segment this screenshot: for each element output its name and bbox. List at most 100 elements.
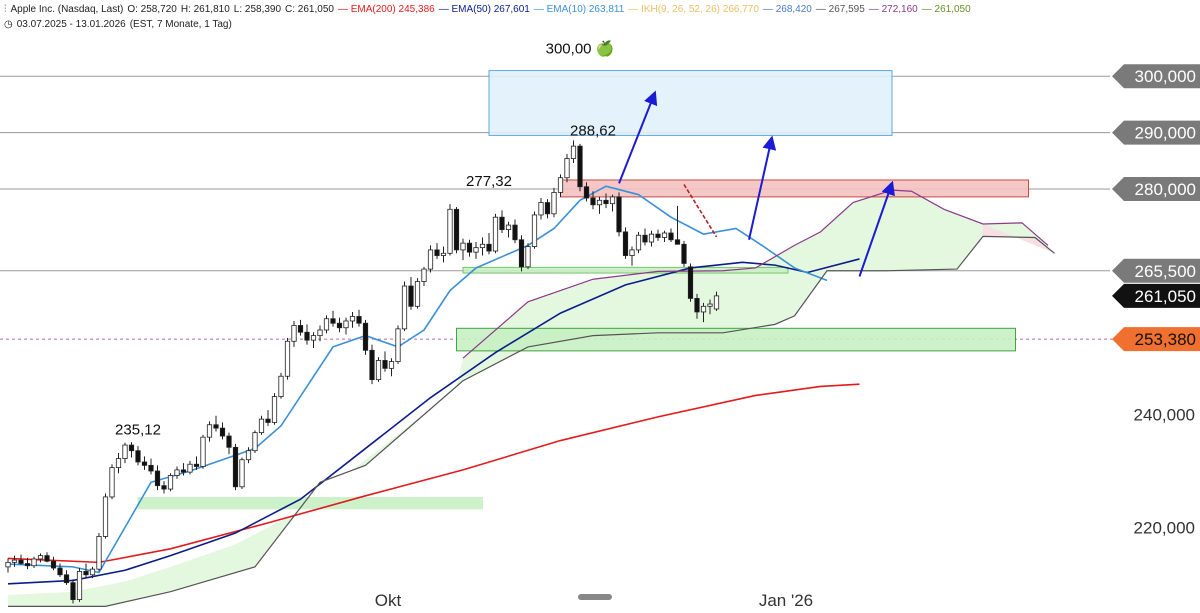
y-axis-tick-label: 220,000 (1134, 518, 1195, 537)
zone-resistance (560, 179, 1029, 198)
candle-down (135, 450, 141, 463)
ohlc-high: H: 261,810 (180, 4, 230, 15)
candle-up (252, 432, 258, 452)
candle-down (213, 424, 219, 429)
candle-up (96, 536, 102, 570)
header-line-2: ◷ 03.07.2025 - 13.01.2026 (EST, 7 Monate, … (4, 19, 236, 30)
candle-up (375, 360, 382, 381)
candle-up (31, 558, 37, 567)
candle-up (187, 463, 193, 473)
candle-down (24, 563, 31, 567)
candle-up (11, 559, 18, 563)
candle-up (460, 242, 466, 251)
candle-up (492, 216, 499, 252)
candle-down (193, 463, 200, 467)
y-axis-tag-label: 280,000 (1135, 180, 1196, 199)
candle-up (109, 467, 115, 498)
candle-down (70, 582, 76, 600)
candle-down (154, 470, 161, 487)
price-annotation: 288,62 (570, 122, 616, 139)
candle-up (37, 555, 44, 560)
date-range: 03.07.2025 - 13.01.2026 (16, 19, 126, 30)
candle-up (505, 224, 512, 231)
candle-down (356, 316, 362, 324)
series-line-ema-200- (7, 383, 860, 564)
candle-up (414, 281, 421, 307)
candle-up (427, 249, 434, 270)
candle-down (362, 322, 369, 351)
candle-up (525, 246, 531, 268)
series-line-kumo-lower (8, 235, 1055, 607)
candle-down (687, 266, 694, 299)
candle-up (538, 202, 544, 216)
candle-up (395, 328, 401, 362)
candle-up (5, 561, 11, 568)
candle-down (655, 233, 661, 238)
candle-down (161, 485, 167, 490)
instrument-name: Apple Inc. (Nasdaq, Last) (10, 4, 124, 15)
y-axis-price-tag (1112, 177, 1200, 201)
candle-up (323, 318, 330, 331)
candle-up (206, 424, 213, 438)
candle-up (551, 191, 557, 215)
candle-down (486, 243, 492, 252)
candle-up (278, 375, 284, 397)
price-annotation: 277,32 (466, 173, 512, 190)
candle-up (707, 303, 713, 307)
candle-up (531, 214, 538, 247)
x-axis-tick-label: Jan '26 (759, 591, 813, 610)
indicator-item: — 268,420 (762, 4, 812, 15)
candle-down (44, 555, 50, 562)
trend-arrow (748, 135, 777, 240)
candle-down (180, 469, 187, 473)
candle-up (648, 233, 655, 243)
candle-down (512, 224, 518, 241)
candle-up (76, 570, 83, 600)
x-axis-tick-label: Okt (375, 591, 402, 610)
candle-down (50, 560, 57, 569)
candle-up (570, 145, 577, 159)
y-axis-tag-label: 261,050 (1135, 287, 1196, 306)
candle-down (141, 461, 148, 466)
candle-up (564, 158, 570, 179)
zone-old-support (137, 497, 483, 510)
price-annotation: 235,12 (115, 421, 161, 438)
trend-arrow (618, 90, 658, 184)
candle-up (473, 247, 479, 253)
ohlc-close: C: 261,050 (285, 4, 334, 15)
candle-down (603, 199, 609, 205)
kumo-cloud-bearish-fill (983, 223, 1055, 254)
candle-down (219, 427, 226, 437)
candle-down (590, 197, 596, 206)
series-line-kumo-upper (462, 189, 1049, 359)
chart-settings: (EST, 7 Monate, 1 Tag) (129, 19, 232, 30)
indicator-item: — 267,595 (815, 4, 865, 15)
price-annotation: 300,00 🍏 (546, 40, 615, 58)
candle-up (258, 418, 265, 434)
candle-down (304, 331, 310, 341)
candle-up (271, 396, 278, 423)
candle-up (310, 335, 317, 341)
candle-up (174, 469, 180, 476)
candle-down (330, 318, 336, 324)
candlestick-icon: ⫶ (4, 4, 7, 15)
candle-down (616, 196, 622, 233)
candle-up (317, 329, 323, 337)
candle-down (681, 243, 687, 264)
indicator-legend: — EMA(200) 245,386— EMA(50) 267,601— EMA… (338, 4, 975, 15)
candle-up (245, 450, 252, 461)
candle-down (642, 234, 648, 243)
indicator-item: — EMA(200) 245,386 (337, 4, 435, 15)
red-dashed-arrow (683, 184, 718, 238)
scroll-handle (578, 594, 612, 600)
indicator-item: — EMA(50) 267,601 (438, 4, 530, 15)
candle-up (122, 444, 128, 459)
candle-down (18, 559, 24, 564)
zone-support-lower (456, 327, 1016, 352)
candle-up (447, 208, 453, 254)
candle-down (369, 349, 375, 381)
y-axis-price-tag (1112, 64, 1200, 89)
kumo-cloud-fill (8, 190, 1048, 607)
candle-down (83, 570, 89, 576)
